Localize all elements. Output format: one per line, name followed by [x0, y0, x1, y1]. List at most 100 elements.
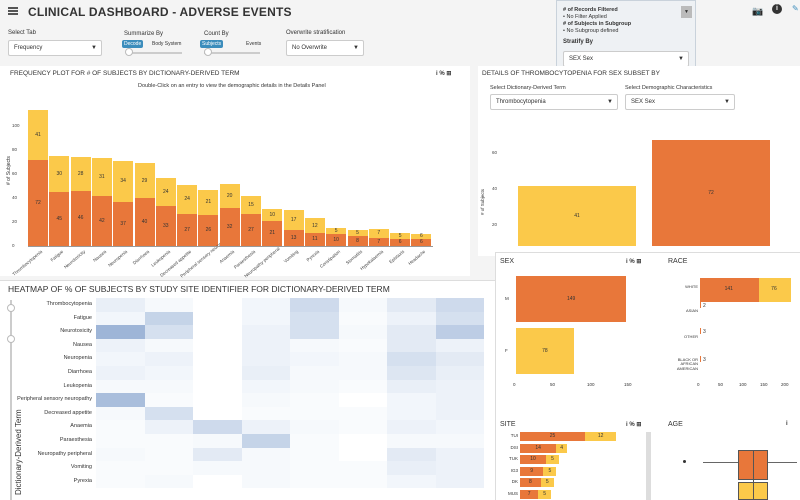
heatmap-cell	[338, 325, 387, 339]
heatmap-cell	[338, 474, 387, 489]
bar-male	[177, 213, 198, 246]
site-bar-label: 25	[549, 433, 556, 439]
heatmap-cell	[435, 298, 484, 312]
heatmap-cell	[241, 325, 290, 339]
bar-female	[219, 183, 240, 208]
select-tab-value: Frequency	[14, 45, 43, 51]
heatmap-cell	[193, 406, 242, 421]
site-panel-icons[interactable]: i % ⊞	[626, 422, 642, 428]
summarize-slider-knob[interactable]	[125, 48, 133, 56]
heatmap-slider-knob-bottom[interactable]	[7, 335, 15, 343]
bar-label: 46	[77, 215, 84, 222]
heatmap-cell	[387, 338, 436, 353]
heatmap-cell	[241, 366, 290, 380]
heatmap-cell	[144, 366, 193, 380]
bar-female	[241, 195, 261, 214]
heatmap-cell	[96, 366, 145, 380]
summarize-body-system-option[interactable]: Body System	[152, 41, 182, 47]
details-chart[interactable]: 41 72	[500, 120, 800, 256]
camera-icon[interactable]: 📷	[752, 6, 764, 16]
sex-x-tick: 100	[587, 382, 595, 387]
heatmap-cell	[96, 434, 145, 448]
bar-male	[283, 230, 304, 246]
race-bar-male	[700, 302, 701, 308]
race-bar-male	[700, 278, 760, 302]
heatmap-cell	[193, 393, 242, 407]
heatmap-cell	[290, 406, 339, 421]
bar-male	[326, 234, 347, 246]
count-subjects-toggle[interactable]: Subjects	[200, 40, 224, 48]
sex-bar-male	[516, 276, 627, 322]
term-select-value: Thrombocytopenia	[496, 99, 546, 105]
sex-cat-label: M	[505, 296, 509, 301]
bar-female	[347, 230, 368, 237]
heatmap-row-label: Peripheral sensory neuropathy	[17, 396, 92, 403]
heatmap-cell	[387, 406, 436, 421]
heatmap-cell	[96, 420, 145, 434]
race-x-tick: 50	[718, 382, 724, 387]
count-slider-track[interactable]	[204, 52, 260, 54]
bar-male	[134, 198, 155, 246]
bar-male	[28, 159, 48, 246]
count-slider-knob[interactable]	[204, 48, 212, 56]
count-events-option[interactable]: Events	[246, 41, 262, 47]
heatmap-slider-track[interactable]	[10, 300, 12, 500]
sex-chart[interactable]: 149 78 M F 0 50 100 150	[500, 268, 650, 396]
bar-female	[134, 163, 155, 198]
heatmap-row-label: Neuropathy peripheral	[37, 450, 92, 457]
bar-label: 11	[312, 236, 318, 243]
heatmap-cell	[241, 406, 290, 421]
overwrite-dropdown[interactable]: No Overwrite ▼	[286, 40, 364, 56]
site-chart[interactable]: TUI 25 12 DSI 14 4 TUK 10 5 IG3 9 5 DK 8 5 MUS 7 5	[500, 430, 650, 500]
heatmap-cell	[338, 393, 387, 407]
y-tick-label: 60	[12, 171, 18, 176]
subjects-title: # of Subjects in Subgroup	[563, 21, 632, 27]
summarize-decode-toggle[interactable]: Decode	[122, 40, 144, 48]
heatmap-cell	[338, 298, 387, 312]
filter-collapse-button[interactable]: ▼	[681, 6, 692, 18]
race-bar-male	[700, 328, 702, 334]
bar-male	[113, 201, 134, 246]
site-bar-male	[520, 478, 541, 487]
summarize-slider-track[interactable]	[126, 52, 182, 54]
heatmap-cell	[290, 434, 339, 448]
stratify-dropdown[interactable]: SEX Sex ▼	[563, 51, 689, 67]
heatmap-cell	[387, 352, 436, 366]
site-scrollbar[interactable]	[646, 432, 651, 500]
term-select-dropdown[interactable]: Thrombocytopenia ▼	[490, 94, 618, 110]
bar-male	[70, 190, 91, 246]
sex-bar-label: 149	[566, 296, 576, 302]
heatmap-grid[interactable]	[96, 298, 484, 498]
bar-male	[390, 238, 411, 246]
heatmap-cell	[241, 338, 290, 353]
age-boxplot[interactable]	[668, 432, 800, 500]
heatmap-cell	[144, 474, 193, 489]
heatmap-cell	[193, 325, 242, 339]
heatmap-cell	[387, 298, 436, 312]
heatmap-cell	[96, 311, 145, 326]
heatmap-cell	[338, 338, 387, 353]
site-bar-label: 5	[543, 490, 547, 497]
frequency-panel-icons[interactable]: i % ⊞	[436, 71, 452, 77]
bar-label: 5	[334, 228, 338, 234]
race-bar-female	[759, 278, 792, 302]
demo-select-dropdown[interactable]: SEX Sex ▼	[625, 94, 735, 110]
bar-label: 5	[356, 230, 359, 237]
demo-select-label: Select Demographic Characteristics	[625, 85, 713, 91]
race-chart[interactable]: WHITE 141 76 ASIAN 2 OTHER 3 BLACK OR AFRICAN A…	[664, 268, 800, 396]
sex-panel-icons[interactable]: i % ⊞	[626, 259, 642, 265]
heatmap-cell	[290, 311, 339, 326]
age-panel-icons[interactable]: i	[786, 421, 788, 427]
site-bar-label: 9	[530, 467, 534, 474]
heatmap-cell	[290, 352, 339, 366]
select-tab-dropdown[interactable]: Frequency ▼	[8, 40, 102, 56]
pin-icon[interactable]: ✎	[792, 4, 799, 13]
menu-icon[interactable]	[8, 7, 18, 15]
info-icon[interactable]: i	[772, 4, 782, 14]
bar-label: 7	[377, 230, 381, 237]
bar-label: 37	[120, 220, 126, 227]
heatmap-slider-knob-top[interactable]	[7, 304, 15, 312]
heatmap-cell	[193, 379, 242, 394]
frequency-chart[interactable]: 0 20 40 60 80 100 72 41 Thrombocytopenia 45 30 Fati…	[0, 90, 470, 279]
bar-label: 15	[248, 201, 254, 208]
